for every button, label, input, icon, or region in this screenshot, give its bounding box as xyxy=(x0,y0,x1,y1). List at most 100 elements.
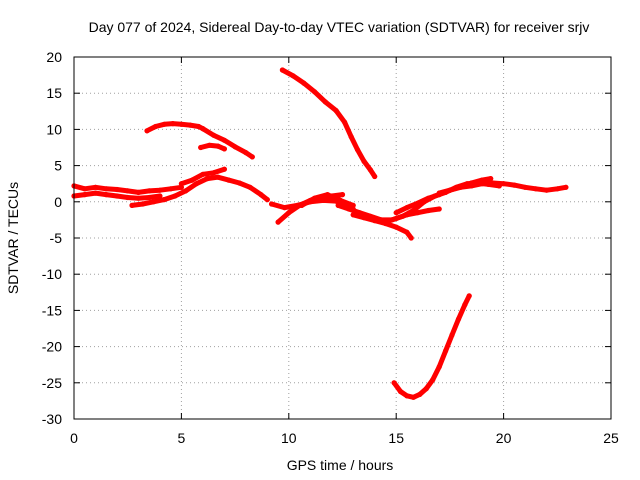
data-point xyxy=(425,207,431,214)
series-line-arc-6 xyxy=(198,142,227,152)
data-point xyxy=(393,224,399,230)
y-tick-label: 20 xyxy=(46,49,62,65)
data-point xyxy=(161,121,167,127)
data-point xyxy=(170,121,176,127)
data-point xyxy=(206,142,212,148)
data-point xyxy=(189,177,195,183)
data-point xyxy=(204,176,210,182)
data-point xyxy=(335,202,341,208)
data-point xyxy=(350,202,356,208)
data-point xyxy=(544,187,550,193)
data-point xyxy=(178,184,184,190)
data-point xyxy=(200,171,206,177)
data-point xyxy=(488,176,494,182)
data-point xyxy=(200,126,206,132)
data-point xyxy=(455,316,462,322)
data-point xyxy=(215,174,221,180)
data-point xyxy=(290,73,296,79)
data-point xyxy=(378,217,384,223)
y-tick-label: -10 xyxy=(42,266,62,282)
data-point xyxy=(382,219,389,225)
data-point xyxy=(443,348,449,354)
tick-layer: 0 5 10 15 20 25 -30 -25 -20 -15 -10 -5 0 5 10 15 20 xyxy=(42,49,619,446)
y-tick-label: -25 xyxy=(42,375,62,391)
x-tick-label: 20 xyxy=(496,430,512,446)
y-tick-label: -30 xyxy=(42,411,62,427)
data-point xyxy=(211,132,217,138)
data-point xyxy=(279,67,285,73)
data-point xyxy=(458,184,464,190)
data-point xyxy=(490,180,496,186)
data-point xyxy=(333,108,339,114)
data-point xyxy=(150,199,157,205)
data-point xyxy=(125,188,131,194)
data-point xyxy=(193,181,199,187)
data-point xyxy=(346,206,352,212)
data-point xyxy=(449,332,455,338)
x-tick-label: 15 xyxy=(388,430,404,446)
y-tick-label: 0 xyxy=(54,194,62,210)
x-tick-label: 5 xyxy=(178,430,186,446)
data-point xyxy=(275,219,281,225)
data-point xyxy=(299,202,305,208)
data-point xyxy=(236,180,242,186)
data-point xyxy=(423,386,429,392)
data-point xyxy=(393,215,399,222)
series-layer xyxy=(71,67,569,400)
data-point xyxy=(415,210,421,216)
data-point xyxy=(215,143,221,149)
data-point xyxy=(436,190,442,196)
data-point xyxy=(404,393,410,399)
data-point xyxy=(286,210,292,216)
data-point xyxy=(114,193,120,199)
data-point xyxy=(522,184,528,190)
data-point xyxy=(183,188,189,194)
data-point xyxy=(417,391,423,397)
data-point xyxy=(391,380,397,386)
data-point xyxy=(312,195,318,201)
data-point xyxy=(430,377,436,383)
x-tick-label: 25 xyxy=(603,430,619,446)
data-point xyxy=(187,122,193,128)
data-point xyxy=(82,186,88,192)
chart-title: Day 077 of 2024, Sidereal Day-to-day VTE… xyxy=(89,19,590,35)
data-point xyxy=(312,89,318,95)
data-point xyxy=(168,186,174,192)
data-point xyxy=(92,190,99,196)
data-point xyxy=(146,188,152,194)
data-point xyxy=(114,186,120,193)
data-point xyxy=(468,183,474,189)
data-point xyxy=(410,394,416,400)
y-tick-label: -15 xyxy=(42,302,62,318)
data-point xyxy=(221,137,227,143)
data-point xyxy=(269,201,275,207)
data-point xyxy=(367,213,373,219)
data-point xyxy=(479,181,485,187)
x-tick-label: 10 xyxy=(281,430,297,446)
data-point xyxy=(367,167,373,173)
x-axis-label: GPS time / hours xyxy=(287,457,394,473)
data-point xyxy=(135,195,141,201)
data-point xyxy=(533,186,539,192)
data-point xyxy=(211,170,217,176)
data-point xyxy=(140,201,146,207)
data-point xyxy=(232,144,238,150)
data-point xyxy=(466,293,472,299)
data-point xyxy=(178,181,184,187)
data-point xyxy=(554,186,560,192)
data-point xyxy=(357,210,363,216)
data-point xyxy=(247,184,253,190)
data-point xyxy=(103,192,109,198)
data-point xyxy=(372,173,378,180)
data-point xyxy=(511,182,517,188)
data-point xyxy=(348,134,354,140)
data-point xyxy=(563,184,569,190)
data-point xyxy=(196,123,202,130)
grid-layer xyxy=(74,57,611,419)
data-point xyxy=(221,166,227,172)
data-point xyxy=(103,186,109,192)
data-point xyxy=(425,195,431,201)
data-point xyxy=(92,184,99,190)
data-point xyxy=(135,189,141,195)
data-point xyxy=(243,150,249,156)
